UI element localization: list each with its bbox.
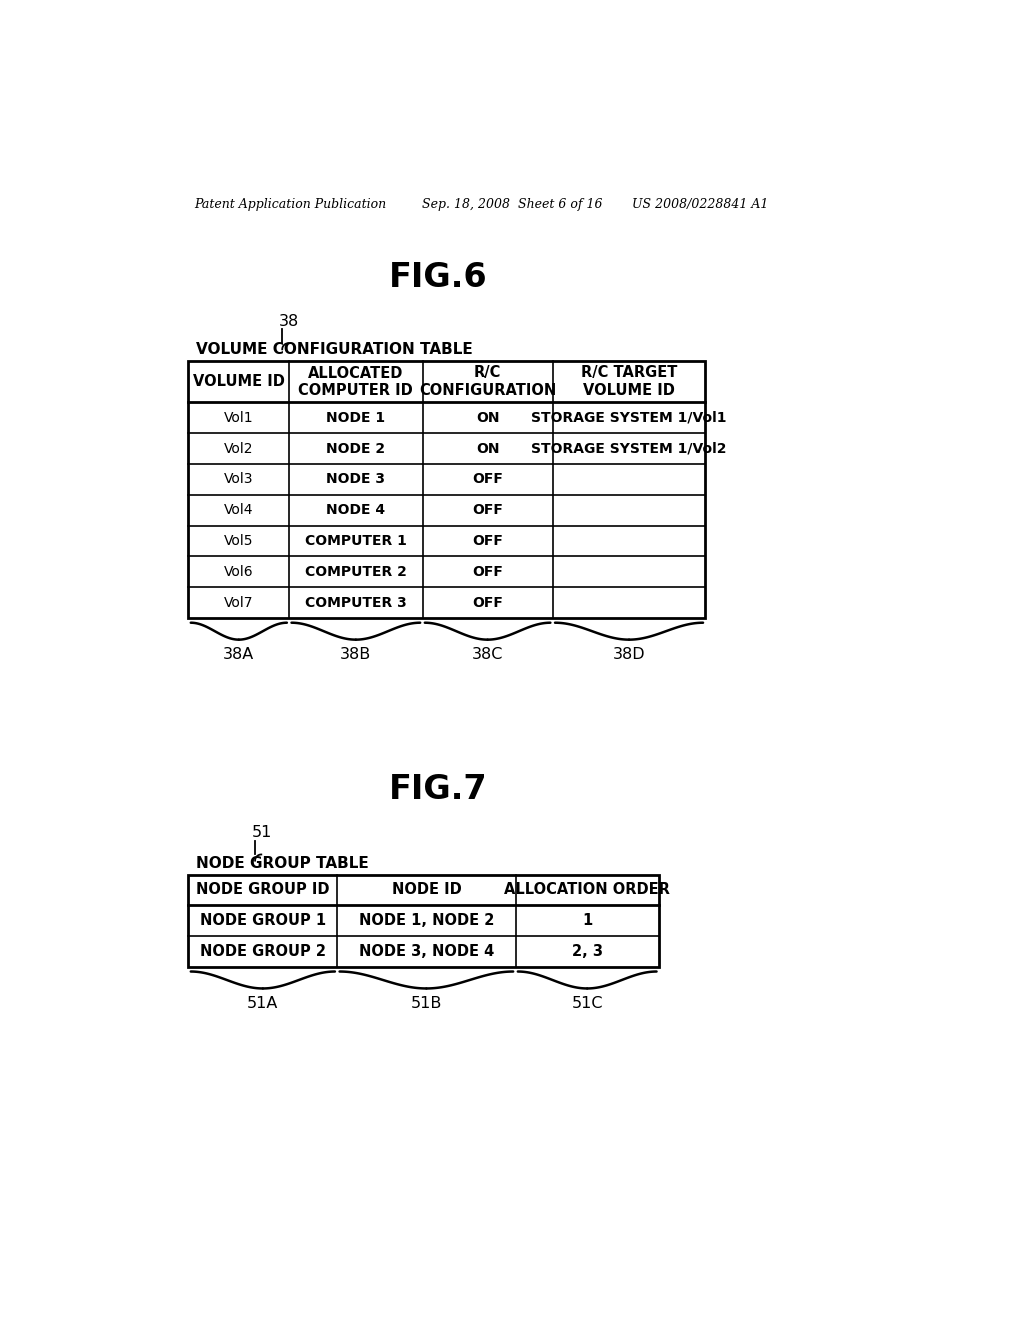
Text: NODE GROUP TABLE: NODE GROUP TABLE xyxy=(197,857,369,871)
Text: 2, 3: 2, 3 xyxy=(571,944,603,960)
Text: NODE GROUP 2: NODE GROUP 2 xyxy=(200,944,326,960)
Text: NODE 3: NODE 3 xyxy=(327,473,385,487)
Text: OFF: OFF xyxy=(472,535,503,548)
Text: NODE 1: NODE 1 xyxy=(327,411,385,425)
Text: NODE 3, NODE 4: NODE 3, NODE 4 xyxy=(358,944,494,960)
Text: ALLOCATED
COMPUTER ID: ALLOCATED COMPUTER ID xyxy=(298,366,414,397)
Text: NODE GROUP 1: NODE GROUP 1 xyxy=(200,913,326,928)
Text: FIG.6: FIG.6 xyxy=(389,261,487,294)
Text: R/C TARGET
VOLUME ID: R/C TARGET VOLUME ID xyxy=(581,366,677,397)
Text: Patent Application Publication: Patent Application Publication xyxy=(194,198,386,211)
Bar xyxy=(188,875,658,966)
Text: NODE 4: NODE 4 xyxy=(327,503,385,517)
Text: ON: ON xyxy=(476,411,500,425)
Text: Vol4: Vol4 xyxy=(224,503,254,517)
Text: NODE ID: NODE ID xyxy=(391,882,461,898)
Text: Vol6: Vol6 xyxy=(224,565,254,579)
Text: STORAGE SYSTEM 1/Vol2: STORAGE SYSTEM 1/Vol2 xyxy=(531,442,727,455)
Text: FIG.7: FIG.7 xyxy=(389,774,487,807)
Text: 51: 51 xyxy=(252,825,272,841)
Text: OFF: OFF xyxy=(472,473,503,487)
Text: 1: 1 xyxy=(582,913,592,928)
Text: OFF: OFF xyxy=(472,595,503,610)
Text: 51B: 51B xyxy=(411,997,442,1011)
Text: ON: ON xyxy=(476,442,500,455)
Text: Vol2: Vol2 xyxy=(224,442,254,455)
Text: NODE 1, NODE 2: NODE 1, NODE 2 xyxy=(358,913,494,928)
Text: Vol5: Vol5 xyxy=(224,535,254,548)
Text: OFF: OFF xyxy=(472,565,503,579)
Text: NODE GROUP ID: NODE GROUP ID xyxy=(197,882,330,898)
Text: 38B: 38B xyxy=(340,647,372,663)
Text: COMPUTER 2: COMPUTER 2 xyxy=(305,565,407,579)
Text: 38: 38 xyxy=(280,314,299,329)
Text: R/C
CONFIGURATION: R/C CONFIGURATION xyxy=(419,366,556,397)
Text: 38A: 38A xyxy=(223,647,254,663)
Text: VOLUME ID: VOLUME ID xyxy=(193,374,285,389)
Text: STORAGE SYSTEM 1/Vol1: STORAGE SYSTEM 1/Vol1 xyxy=(531,411,727,425)
Text: Vol1: Vol1 xyxy=(224,411,254,425)
Text: 38C: 38C xyxy=(472,647,503,663)
Text: COMPUTER 3: COMPUTER 3 xyxy=(305,595,407,610)
Text: US 2008/0228841 A1: US 2008/0228841 A1 xyxy=(632,198,768,211)
Text: OFF: OFF xyxy=(472,503,503,517)
Text: ALLOCATION ORDER: ALLOCATION ORDER xyxy=(504,882,670,898)
Text: Vol7: Vol7 xyxy=(224,595,254,610)
Text: NODE 2: NODE 2 xyxy=(327,442,385,455)
Text: 51C: 51C xyxy=(571,997,603,1011)
Text: Sep. 18, 2008  Sheet 6 of 16: Sep. 18, 2008 Sheet 6 of 16 xyxy=(423,198,603,211)
Text: VOLUME CONFIGURATION TABLE: VOLUME CONFIGURATION TABLE xyxy=(197,342,473,356)
Text: 38D: 38D xyxy=(612,647,645,663)
Text: COMPUTER 1: COMPUTER 1 xyxy=(305,535,407,548)
Text: Vol3: Vol3 xyxy=(224,473,254,487)
Bar xyxy=(188,360,706,618)
Text: 51A: 51A xyxy=(247,997,279,1011)
